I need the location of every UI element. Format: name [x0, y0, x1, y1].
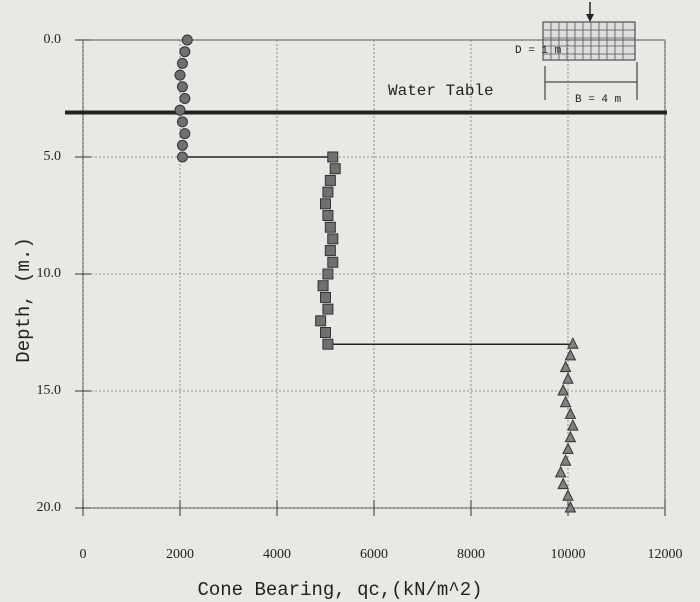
- point: [176, 139, 188, 151]
- point: [315, 315, 327, 327]
- point: [562, 442, 574, 454]
- point: [554, 465, 567, 478]
- point: [179, 128, 191, 140]
- x-tick-label: 6000: [360, 547, 388, 562]
- y-tick-label: 20.0: [37, 500, 62, 515]
- y-tick-label: 0.0: [44, 32, 62, 47]
- point: [322, 268, 334, 280]
- point: [567, 418, 579, 431]
- point: [174, 104, 186, 116]
- point: [564, 500, 577, 513]
- point: [562, 489, 574, 501]
- y-axis-title: Depth, (m.): [13, 237, 35, 362]
- point: [559, 360, 572, 373]
- point: [564, 430, 577, 443]
- y-tick-label: 15.0: [37, 383, 62, 398]
- point: [327, 256, 339, 268]
- point: [320, 198, 331, 210]
- depth-label: D = 1 m: [515, 45, 562, 57]
- point: [322, 210, 334, 221]
- point: [322, 338, 334, 350]
- point: [324, 245, 336, 257]
- x-tick-label: 10000: [551, 547, 586, 562]
- point: [174, 69, 186, 81]
- water-table-label: Water Table: [388, 82, 494, 100]
- point: [176, 57, 188, 69]
- point: [317, 280, 329, 292]
- point: [320, 327, 331, 338]
- x-tick-label: 8000: [457, 547, 485, 562]
- footing: D = 1 m B = 4 m: [515, 2, 638, 106]
- point: [562, 372, 574, 384]
- point: [557, 383, 569, 396]
- x-axis-title: Cone Bearing, qc,(kN/m^2): [197, 579, 482, 601]
- x-tick-label: 12000: [648, 547, 683, 562]
- point: [567, 337, 579, 349]
- point: [322, 303, 334, 315]
- point: [564, 407, 577, 419]
- x-tick-label: 2000: [166, 547, 194, 562]
- point: [176, 116, 188, 128]
- point: [179, 93, 191, 104]
- point: [322, 186, 334, 198]
- point: [324, 174, 336, 186]
- point: [320, 291, 331, 303]
- width-label: B = 4 m: [575, 94, 622, 106]
- footing-hatch: [543, 22, 635, 60]
- y-tick-label: 10.0: [37, 266, 62, 281]
- point: [327, 151, 339, 163]
- point: [327, 233, 339, 245]
- point: [559, 395, 572, 408]
- point: [176, 81, 188, 93]
- x-tick-label: 0: [80, 547, 87, 562]
- point: [324, 221, 336, 233]
- x-tick-label: 4000: [263, 547, 291, 562]
- point: [176, 151, 188, 163]
- point: [181, 34, 193, 46]
- point: [557, 477, 569, 490]
- y-tick-label: 5.0: [44, 149, 62, 164]
- point: [559, 454, 572, 466]
- load-arrowhead: [586, 14, 594, 22]
- point: [329, 163, 341, 175]
- point: [564, 348, 577, 361]
- point: [179, 46, 191, 58]
